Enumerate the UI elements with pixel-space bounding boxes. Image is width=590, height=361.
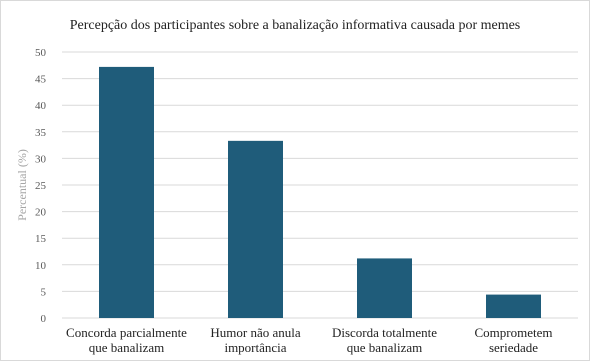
x-category-label: Discorda totalmente (332, 325, 437, 340)
bar (357, 258, 412, 318)
y-tick-label: 10 (35, 260, 47, 272)
y-tick-label: 50 (35, 47, 47, 59)
y-tick-label: 5 (41, 286, 47, 298)
x-category-label: seriedade (489, 340, 538, 355)
x-category-label: que banalizam (347, 340, 422, 355)
y-axis-label: Percentual (%) (15, 149, 29, 221)
bars (99, 66, 541, 318)
y-tick-label: 0 (41, 313, 47, 325)
x-category-label: que banalizam (89, 340, 164, 355)
y-tick-label: 40 (35, 100, 47, 112)
y-tick-label: 20 (35, 207, 47, 219)
y-axis-ticks: 0 5 10 15 20 25 30 35 40 45 50 (35, 47, 47, 325)
y-tick-label: 45 (35, 74, 47, 86)
bar (228, 140, 283, 318)
x-category-label: importância (224, 340, 286, 355)
y-tick-label: 30 (35, 153, 47, 165)
y-tick-label: 15 (35, 233, 47, 245)
x-category-label: Humor não anula (210, 325, 300, 340)
bar (486, 294, 541, 318)
y-tick-label: 35 (35, 127, 47, 139)
x-category-label: Concorda parcialmente (66, 325, 187, 340)
y-tick-label: 25 (35, 180, 47, 192)
bar (99, 66, 154, 318)
x-category-label: Comprometem (475, 325, 553, 340)
chart-title: Percepção dos participantes sobre a bana… (69, 18, 521, 33)
